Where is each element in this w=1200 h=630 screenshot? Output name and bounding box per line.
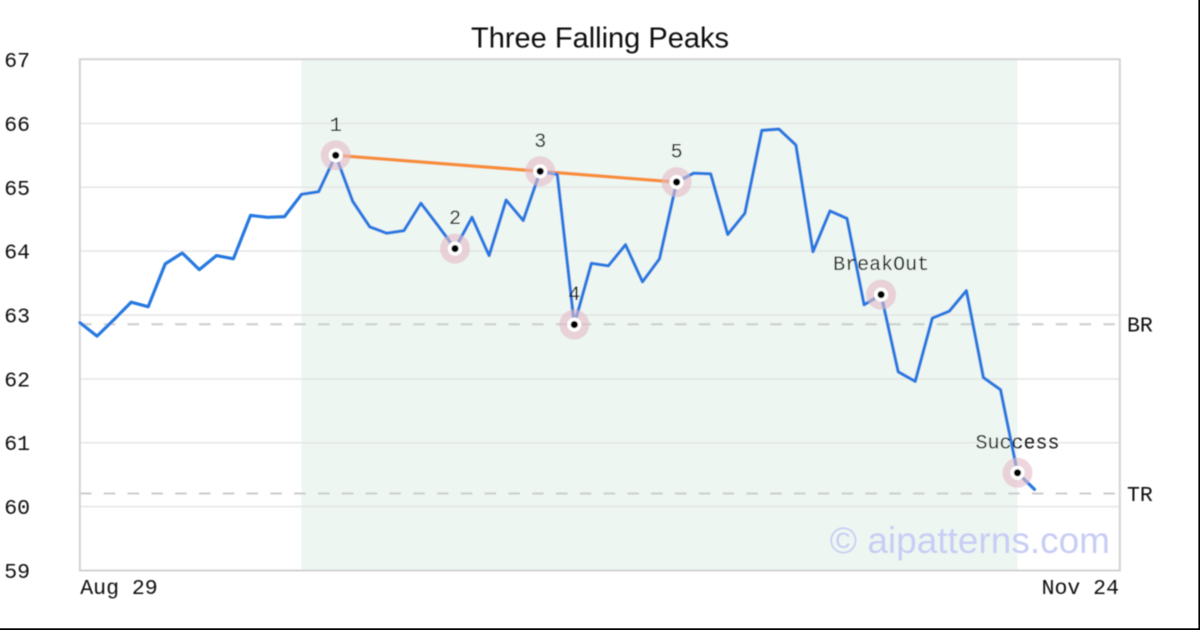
svg-text:2: 2 bbox=[449, 208, 461, 231]
svg-text:Aug 29: Aug 29 bbox=[80, 577, 157, 601]
svg-text:© aipatterns.com: © aipatterns.com bbox=[830, 520, 1110, 561]
svg-text:TR: TR bbox=[1127, 484, 1153, 508]
svg-text:5: 5 bbox=[671, 142, 683, 165]
svg-text:67: 67 bbox=[4, 50, 30, 74]
svg-text:4: 4 bbox=[568, 284, 580, 307]
svg-text:Three Falling Peaks: Three Falling Peaks bbox=[471, 23, 729, 55]
svg-text:62: 62 bbox=[4, 369, 30, 393]
svg-text:Success: Success bbox=[975, 432, 1059, 455]
svg-text:BR: BR bbox=[1127, 315, 1153, 339]
svg-text:59: 59 bbox=[4, 561, 30, 585]
svg-text:Nov 24: Nov 24 bbox=[1042, 577, 1119, 601]
svg-text:1: 1 bbox=[330, 115, 342, 138]
svg-text:BreakOut: BreakOut bbox=[833, 254, 929, 277]
svg-text:63: 63 bbox=[4, 306, 30, 330]
svg-text:3: 3 bbox=[534, 131, 546, 154]
svg-text:64: 64 bbox=[4, 242, 30, 266]
svg-text:60: 60 bbox=[4, 497, 30, 521]
svg-text:66: 66 bbox=[4, 114, 30, 138]
svg-text:61: 61 bbox=[4, 433, 30, 457]
svg-text:65: 65 bbox=[4, 178, 30, 202]
